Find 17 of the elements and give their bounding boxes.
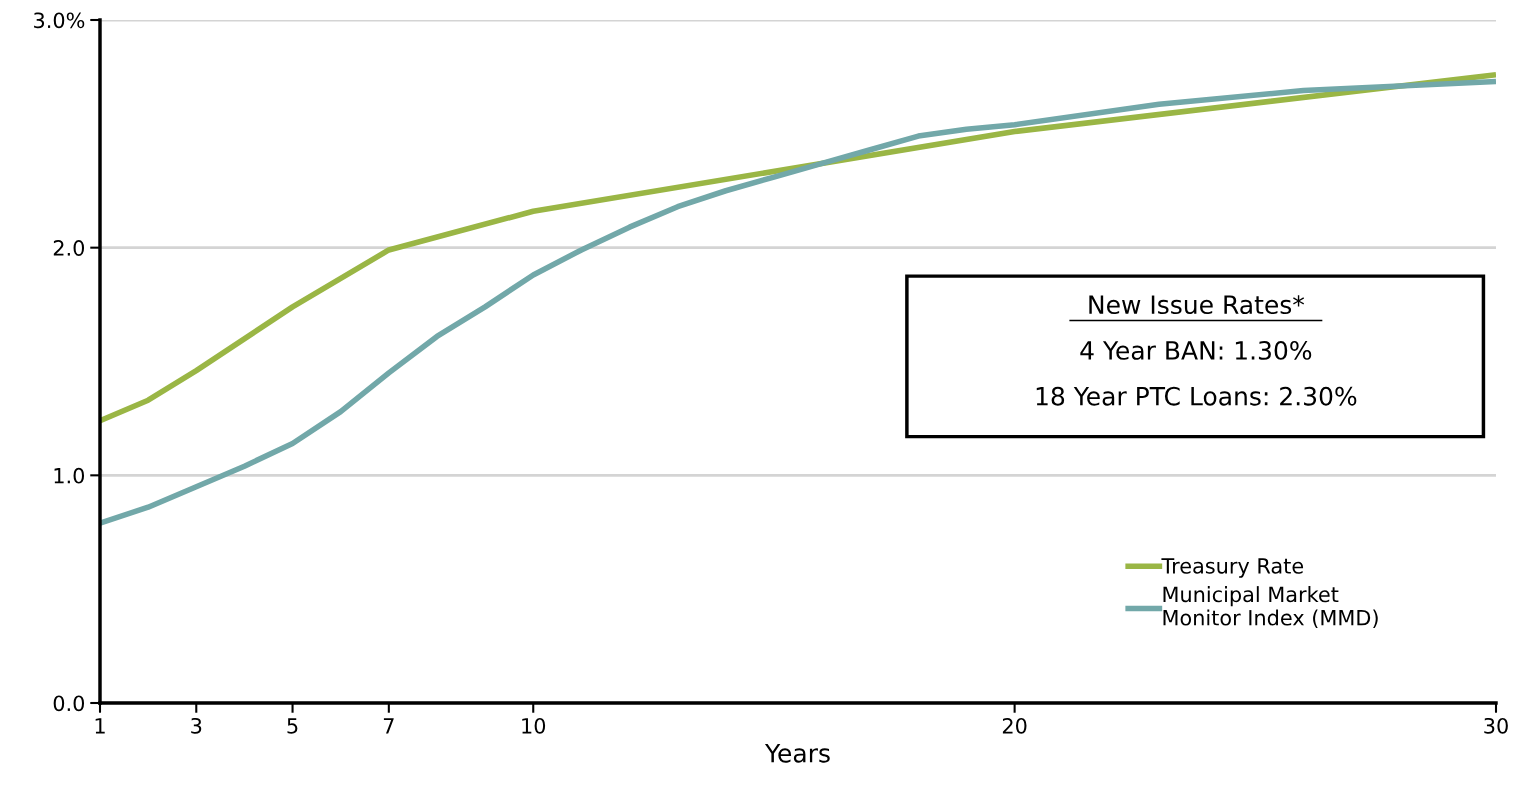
x-tick-label: 30 [1484, 717, 1508, 734]
y-tick-label: 0.0 [53, 695, 85, 712]
x-tick-label: 1 [95, 718, 105, 734]
y-tick-label: 3.0% [34, 12, 85, 29]
x-tick-label: 3 [191, 717, 202, 734]
x-tick-label: 10 [522, 717, 546, 734]
x-axis-title: Years [764, 744, 830, 763]
x-tick-label: 20 [1002, 717, 1027, 734]
legend-label: Municipal Market Monitor Index (MMD) [1163, 586, 1378, 629]
y-tick-label: 1.0 [54, 467, 85, 484]
x-tick-label: 5 [287, 718, 298, 734]
legend-label: Treasury Rate [1161, 558, 1304, 578]
annotation: 18 Year PTC Loans: 2.30% [1036, 386, 1357, 406]
annotation: New Issue Rates* [1089, 295, 1305, 315]
annotation: 4 Year BAN: 1.30% [1080, 340, 1312, 360]
y-tick-label: 2.0 [53, 240, 85, 256]
x-tick-label: 7 [383, 718, 394, 734]
